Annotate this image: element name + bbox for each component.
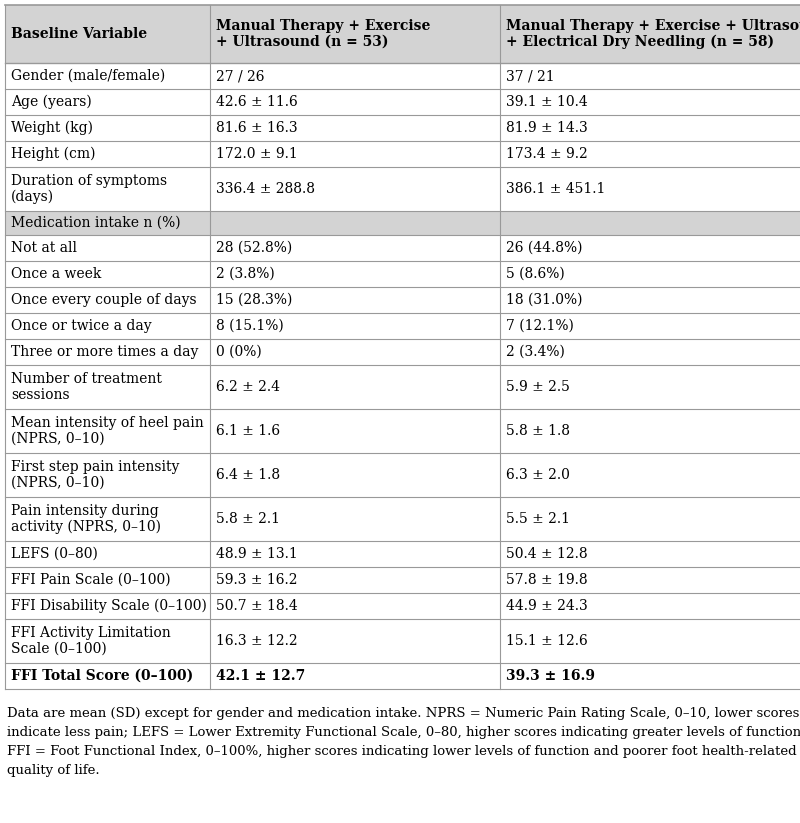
Text: Once every couple of days: Once every couple of days xyxy=(11,293,197,307)
Bar xyxy=(5,497,800,541)
Text: 6.4 ± 1.8: 6.4 ± 1.8 xyxy=(216,468,280,482)
Text: 5.5 ± 2.1: 5.5 ± 2.1 xyxy=(506,512,570,526)
Text: 42.1 ± 12.7: 42.1 ± 12.7 xyxy=(216,669,306,683)
Text: 2 (3.8%): 2 (3.8%) xyxy=(216,267,274,281)
Bar xyxy=(5,567,800,593)
Text: 5.9 ± 2.5: 5.9 ± 2.5 xyxy=(506,380,570,394)
Text: 15 (28.3%): 15 (28.3%) xyxy=(216,293,292,307)
Text: 18 (31.0%): 18 (31.0%) xyxy=(506,293,582,307)
Text: 2 (3.4%): 2 (3.4%) xyxy=(506,345,565,359)
Text: 6.3 ± 2.0: 6.3 ± 2.0 xyxy=(506,468,570,482)
Bar xyxy=(5,211,800,235)
Text: Not at all: Not at all xyxy=(11,241,77,255)
Text: 39.1 ± 10.4: 39.1 ± 10.4 xyxy=(506,95,588,109)
Text: 50.4 ± 12.8: 50.4 ± 12.8 xyxy=(506,547,588,561)
Text: 44.9 ± 24.3: 44.9 ± 24.3 xyxy=(506,599,588,613)
Text: 173.4 ± 9.2: 173.4 ± 9.2 xyxy=(506,147,588,161)
Text: 42.6 ± 11.6: 42.6 ± 11.6 xyxy=(216,95,298,109)
Text: 15.1 ± 12.6: 15.1 ± 12.6 xyxy=(506,634,588,648)
Text: LEFS (0–80): LEFS (0–80) xyxy=(11,547,98,561)
Text: FFI Disability Scale (0–100): FFI Disability Scale (0–100) xyxy=(11,599,207,613)
Text: 16.3 ± 12.2: 16.3 ± 12.2 xyxy=(216,634,298,648)
Text: 5 (8.6%): 5 (8.6%) xyxy=(506,267,565,281)
Bar xyxy=(5,141,800,167)
Bar xyxy=(5,339,800,365)
Text: Number of treatment
sessions: Number of treatment sessions xyxy=(11,372,162,402)
Bar xyxy=(5,409,800,453)
Text: 50.7 ± 18.4: 50.7 ± 18.4 xyxy=(216,599,298,613)
Text: Gender (male/female): Gender (male/female) xyxy=(11,69,166,83)
Bar xyxy=(5,287,800,313)
Text: 6.1 ± 1.6: 6.1 ± 1.6 xyxy=(216,424,280,438)
Text: 48.9 ± 13.1: 48.9 ± 13.1 xyxy=(216,547,298,561)
Bar xyxy=(5,541,800,567)
Bar xyxy=(5,167,800,211)
Bar xyxy=(5,115,800,141)
Text: 5.8 ± 1.8: 5.8 ± 1.8 xyxy=(506,424,570,438)
Bar xyxy=(5,365,800,409)
Text: 59.3 ± 16.2: 59.3 ± 16.2 xyxy=(216,573,298,587)
Text: Once or twice a day: Once or twice a day xyxy=(11,319,152,333)
Text: 386.1 ± 451.1: 386.1 ± 451.1 xyxy=(506,182,606,196)
Text: FFI Total Score (0–100): FFI Total Score (0–100) xyxy=(11,669,194,683)
Bar xyxy=(5,453,800,497)
Bar xyxy=(5,593,800,619)
Text: Duration of symptoms
(days): Duration of symptoms (days) xyxy=(11,174,167,204)
Text: Once a week: Once a week xyxy=(11,267,102,281)
Bar xyxy=(5,261,800,287)
Text: 0 (0%): 0 (0%) xyxy=(216,345,262,359)
Text: Age (years): Age (years) xyxy=(11,95,92,109)
Text: First step pain intensity
(NPRS, 0–10): First step pain intensity (NPRS, 0–10) xyxy=(11,460,179,491)
Text: Three or more times a day: Three or more times a day xyxy=(11,345,198,359)
Bar xyxy=(5,663,800,689)
Text: 81.6 ± 16.3: 81.6 ± 16.3 xyxy=(216,121,298,135)
Bar xyxy=(5,235,800,261)
Text: 172.0 ± 9.1: 172.0 ± 9.1 xyxy=(216,147,298,161)
Text: FFI Pain Scale (0–100): FFI Pain Scale (0–100) xyxy=(11,573,170,587)
Text: 27 / 26: 27 / 26 xyxy=(216,69,265,83)
Text: FFI Activity Limitation
Scale (0–100): FFI Activity Limitation Scale (0–100) xyxy=(11,626,170,656)
Text: 26 (44.8%): 26 (44.8%) xyxy=(506,241,582,255)
Text: 5.8 ± 2.1: 5.8 ± 2.1 xyxy=(216,512,280,526)
Text: 39.3 ± 16.9: 39.3 ± 16.9 xyxy=(506,669,595,683)
Text: Medication intake n (%): Medication intake n (%) xyxy=(11,216,181,230)
Text: Manual Therapy + Exercise
+ Ultrasound (n = 53): Manual Therapy + Exercise + Ultrasound (… xyxy=(216,19,430,49)
Text: Manual Therapy + Exercise + Ultrasound
+ Electrical Dry Needling (n = 58): Manual Therapy + Exercise + Ultrasound +… xyxy=(506,19,800,49)
Text: Height (cm): Height (cm) xyxy=(11,146,95,161)
Text: Mean intensity of heel pain
(NPRS, 0–10): Mean intensity of heel pain (NPRS, 0–10) xyxy=(11,416,204,446)
Bar xyxy=(5,313,800,339)
Bar xyxy=(5,89,800,115)
Text: Baseline Variable: Baseline Variable xyxy=(11,27,147,41)
Text: 28 (52.8%): 28 (52.8%) xyxy=(216,241,292,255)
Bar xyxy=(5,63,800,89)
Text: Pain intensity during
activity (NPRS, 0–10): Pain intensity during activity (NPRS, 0–… xyxy=(11,504,161,534)
Bar xyxy=(5,5,800,63)
Text: 37 / 21: 37 / 21 xyxy=(506,69,554,83)
Text: 7 (12.1%): 7 (12.1%) xyxy=(506,319,574,333)
Text: Data are mean (SD) except for gender and medication intake. NPRS = Numeric Pain : Data are mean (SD) except for gender and… xyxy=(7,707,800,777)
Text: 6.2 ± 2.4: 6.2 ± 2.4 xyxy=(216,380,280,394)
Text: 8 (15.1%): 8 (15.1%) xyxy=(216,319,284,333)
Text: 57.8 ± 19.8: 57.8 ± 19.8 xyxy=(506,573,588,587)
Text: Weight (kg): Weight (kg) xyxy=(11,121,93,135)
Text: 81.9 ± 14.3: 81.9 ± 14.3 xyxy=(506,121,588,135)
Bar xyxy=(5,619,800,663)
Text: 336.4 ± 288.8: 336.4 ± 288.8 xyxy=(216,182,315,196)
